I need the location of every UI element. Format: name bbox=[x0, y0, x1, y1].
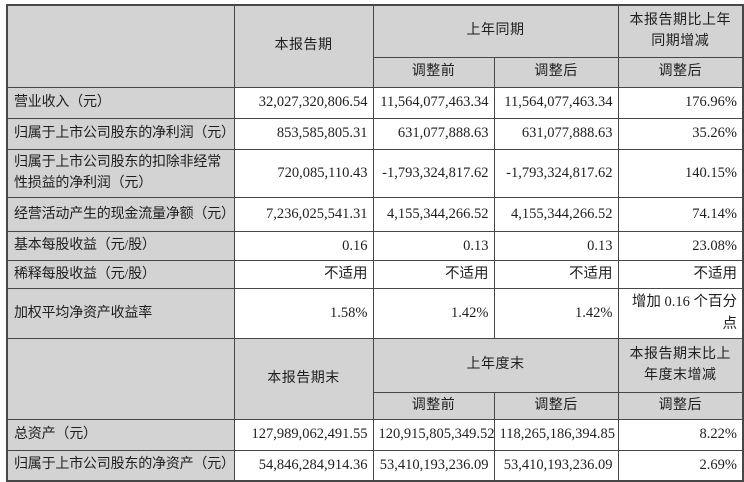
section2-header-current-period: 本报告期末 bbox=[233, 337, 374, 420]
row-label: 总资产（元） bbox=[6, 418, 235, 451]
cell-before: 631,077,888.63 bbox=[372, 117, 495, 150]
table-row: 加权平均净资产收益率 1.58% 1.42% 1.42% 增加 0.16 个百分… bbox=[6, 287, 744, 339]
cell-current: 32,027,320,806.54 bbox=[233, 86, 374, 119]
section1-header-current-period: 本报告期 bbox=[233, 4, 374, 88]
table-row: 归属于上市公司股东的扣除非经常性损益的净利润（元） 720,085,110.43… bbox=[6, 148, 744, 198]
cell-current: 不适用 bbox=[233, 259, 374, 289]
financial-summary-table: 本报告期 上年同期 本报告期比上年同期增减 调整前 调整后 调整后 营业收入（元… bbox=[6, 4, 744, 482]
row-label: 营业收入（元） bbox=[6, 86, 235, 119]
cell-before: 11,564,077,463.34 bbox=[372, 86, 495, 119]
cell-change: 23.08% bbox=[617, 230, 744, 261]
row-label: 基本每股收益（元/股） bbox=[6, 230, 235, 261]
section2-header-adjust-after: 调整后 bbox=[493, 391, 619, 420]
cell-before: 53,410,193,236.09 bbox=[372, 449, 495, 482]
cell-change: 不适用 bbox=[617, 259, 744, 289]
table-row: 归属于上市公司股东的净利润（元） 853,585,805.31 631,077,… bbox=[6, 117, 744, 150]
section2-header-prior-period-group: 上年度末 bbox=[372, 337, 619, 393]
cell-before: 0.13 bbox=[372, 230, 495, 261]
section2-header-row-2: 调整前 调整后 调整后 bbox=[7, 391, 744, 420]
cell-change: 35.26% bbox=[617, 117, 744, 150]
cell-after: -1,793,324,817.62 bbox=[493, 148, 619, 198]
section1-header-adjust-after: 调整后 bbox=[493, 56, 619, 88]
cell-current: 7,236,025,541.31 bbox=[233, 196, 374, 232]
section2-corner-cell bbox=[6, 337, 235, 420]
cell-change: 2.69% bbox=[617, 449, 744, 482]
cell-current: 853,585,805.31 bbox=[233, 117, 374, 150]
section1-header-change-group: 本报告期比上年同期增减 bbox=[617, 4, 744, 58]
cell-after: 118,265,186,394.85 bbox=[493, 418, 619, 451]
section2-header-change-adjust-after: 调整后 bbox=[617, 391, 744, 420]
cell-current: 0.16 bbox=[233, 230, 374, 261]
financial-summary-table-wrap: 本报告期 上年同期 本报告期比上年同期增减 调整前 调整后 调整后 营业收入（元… bbox=[6, 4, 744, 482]
row-label: 稀释每股收益（元/股） bbox=[6, 259, 235, 289]
section1-header-row-2: 调整前 调整后 调整后 bbox=[7, 56, 744, 88]
cell-change: 74.14% bbox=[617, 196, 744, 232]
section1-corner-cell bbox=[6, 4, 235, 88]
cell-change: 140.15% bbox=[617, 148, 744, 198]
section1-header-adjust-before: 调整前 bbox=[372, 56, 495, 88]
section2-header-change-group: 本报告期末比上年度末增减 bbox=[617, 337, 744, 393]
cell-after: 53,410,193,236.09 bbox=[493, 449, 619, 482]
row-label: 加权平均净资产收益率 bbox=[6, 287, 235, 339]
cell-before: 1.42% bbox=[372, 287, 495, 339]
table-row: 营业收入（元） 32,027,320,806.54 11,564,077,463… bbox=[6, 86, 744, 119]
row-label: 归属于上市公司股东的扣除非经常性损益的净利润（元） bbox=[6, 148, 235, 198]
cell-after: 4,155,344,266.52 bbox=[493, 196, 619, 232]
cell-change: 176.96% bbox=[617, 86, 744, 119]
cell-after: 631,077,888.63 bbox=[493, 117, 619, 150]
section2-header-adjust-before: 调整前 bbox=[372, 391, 495, 420]
cell-after: 不适用 bbox=[493, 259, 619, 289]
cell-before: -1,793,324,817.62 bbox=[372, 148, 495, 198]
section1-header-prior-period-group: 上年同期 bbox=[372, 4, 619, 58]
cell-before: 4,155,344,266.52 bbox=[372, 196, 495, 232]
table-row: 稀释每股收益（元/股） 不适用 不适用 不适用 不适用 bbox=[6, 259, 744, 289]
table-row: 基本每股收益（元/股） 0.16 0.13 0.13 23.08% bbox=[6, 230, 744, 261]
cell-current: 54,846,284,914.36 bbox=[233, 449, 374, 482]
cell-current: 127,989,062,491.55 bbox=[233, 418, 374, 451]
cell-change: 增加 0.16 个百分点 bbox=[617, 287, 744, 339]
cell-change: 8.22% bbox=[617, 418, 744, 451]
cell-after: 11,564,077,463.34 bbox=[493, 86, 619, 119]
section1-header-change-adjust-after: 调整后 bbox=[617, 56, 744, 88]
section2-header-row-1: 本报告期末 上年度末 本报告期末比上年度末增减 bbox=[6, 337, 744, 420]
row-label: 归属于上市公司股东的净利润（元） bbox=[6, 117, 235, 150]
cell-before: 120,915,805,349.52 bbox=[372, 418, 495, 451]
cell-before: 不适用 bbox=[372, 259, 495, 289]
cell-current: 1.58% bbox=[233, 287, 374, 339]
cell-after: 1.42% bbox=[493, 287, 619, 339]
table-row: 总资产（元） 127,989,062,491.55 120,915,805,34… bbox=[6, 418, 744, 451]
table-row: 归属于上市公司股东的净资产（元） 54,846,284,914.36 53,41… bbox=[6, 449, 744, 482]
row-label: 归属于上市公司股东的净资产（元） bbox=[6, 449, 235, 482]
table-row: 经营活动产生的现金流量净额（元） 7,236,025,541.31 4,155,… bbox=[6, 196, 744, 232]
row-label: 经营活动产生的现金流量净额（元） bbox=[6, 196, 235, 232]
cell-after: 0.13 bbox=[493, 230, 619, 261]
cell-current: 720,085,110.43 bbox=[233, 148, 374, 198]
section1-header-row-1: 本报告期 上年同期 本报告期比上年同期增减 bbox=[6, 4, 744, 88]
